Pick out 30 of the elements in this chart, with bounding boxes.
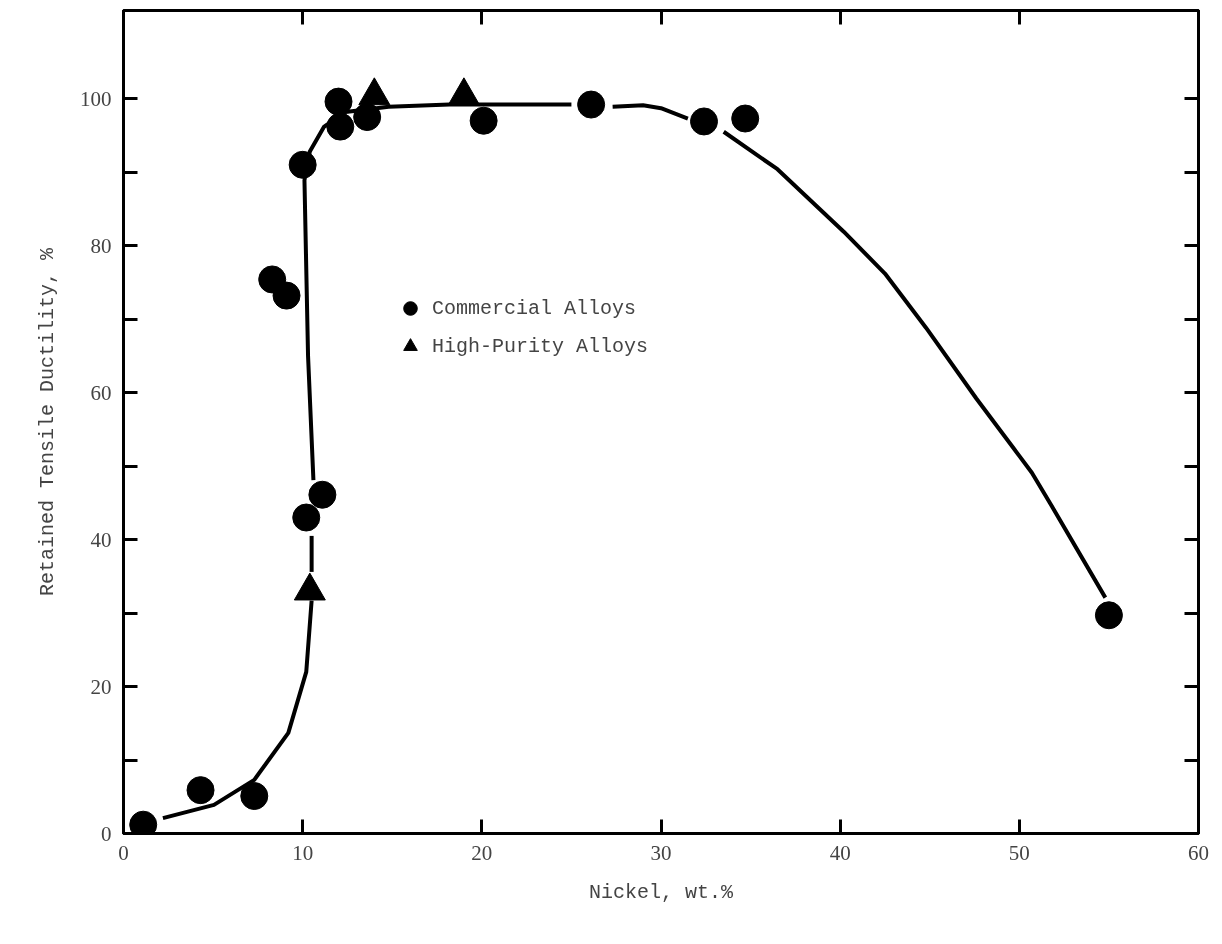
y-tick-label: 80: [90, 233, 112, 258]
legend-label: Commercial Alloys: [432, 296, 637, 320]
x-tick-label: 0: [118, 840, 129, 865]
x-tick-label: 40: [829, 840, 851, 865]
line-series: [610, 103, 690, 121]
point: [1094, 601, 1123, 630]
y-tick-label: 20: [90, 674, 112, 699]
x-tick-label: 10: [292, 840, 314, 865]
point: [469, 106, 498, 135]
y-tick-label: 100: [80, 86, 112, 111]
y-tick-label: 60: [90, 380, 112, 405]
point: [577, 90, 606, 119]
line-series: [721, 129, 1108, 600]
x-tick-label: 50: [1008, 840, 1030, 865]
point: [731, 104, 760, 133]
point: [292, 503, 321, 532]
y-tick-label: 0: [101, 821, 112, 846]
point: [308, 480, 337, 509]
x-tick-label: 20: [471, 840, 493, 865]
point: [240, 782, 269, 810]
point: [324, 87, 353, 116]
point: [272, 281, 301, 310]
point: [690, 107, 718, 136]
point: [186, 776, 215, 805]
x-axis-title: Nickel, wt.%: [588, 880, 735, 904]
y-tick-label: 40: [90, 527, 112, 552]
x-tick-label: 60: [1188, 840, 1209, 865]
legend-label: High-Purity Alloys: [432, 334, 649, 358]
y-axis-title: Retained Tensile Ductility, %: [36, 246, 59, 597]
x-tick-label: 30: [650, 840, 672, 865]
